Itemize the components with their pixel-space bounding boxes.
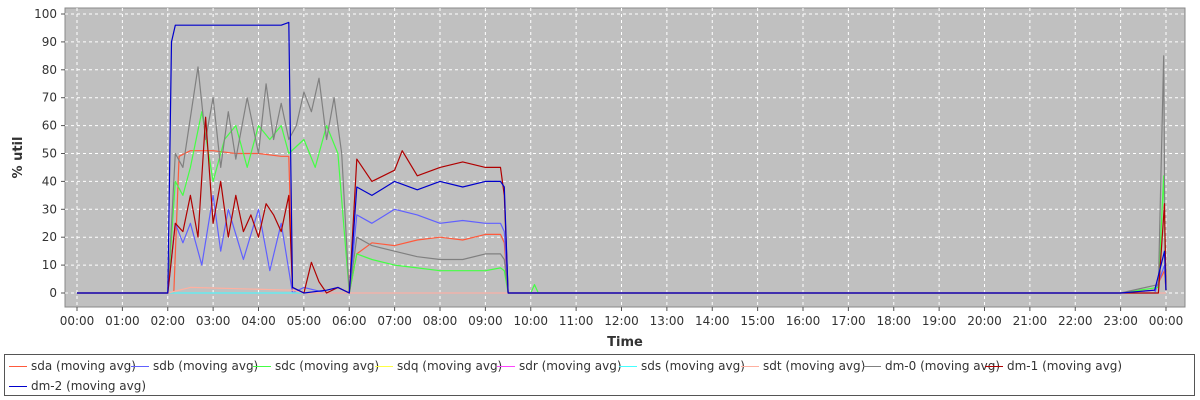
- y-tick-label: 30: [42, 202, 57, 216]
- series-lines: [77, 21, 1167, 294]
- legend-swatch: [9, 385, 27, 387]
- y-tick-label: 10: [42, 258, 57, 272]
- x-tick-label: 09:00: [468, 314, 503, 328]
- legend-label: sdt (moving avg): [763, 359, 866, 373]
- legend-swatch: [9, 365, 27, 367]
- legend-label: sds (moving avg): [641, 359, 745, 373]
- legend-item: sdq (moving avg): [375, 357, 502, 375]
- legend-item: sdb (moving avg): [131, 357, 258, 375]
- x-tick-label: 22:00: [1058, 314, 1093, 328]
- x-tick-label: 16:00: [786, 314, 821, 328]
- legend-swatch: [253, 365, 271, 367]
- legend-label: sda (moving avg): [31, 359, 136, 373]
- legend-label: dm-2 (moving avg): [31, 379, 147, 393]
- x-tick-label: 01:00: [105, 314, 140, 328]
- x-tick-label: 13:00: [650, 314, 685, 328]
- grid-lines: [65, 8, 1185, 307]
- x-tick-label: 03:00: [196, 314, 231, 328]
- legend-swatch: [375, 365, 393, 367]
- legend: sda (moving avg) sdb (moving avg) sdc (mov…: [4, 354, 1195, 396]
- x-tick-label: 17:00: [831, 314, 866, 328]
- legend-item: sds (moving avg): [619, 357, 745, 375]
- x-tick-label: 11:00: [559, 314, 594, 328]
- legend-item: sda (moving avg): [9, 357, 136, 375]
- legend-swatch: [863, 365, 881, 367]
- y-tick-label: 50: [42, 147, 57, 161]
- plot-background: [64, 7, 1186, 308]
- series-line-9: [77, 21, 1167, 294]
- legend-swatch: [131, 365, 149, 367]
- line-chart: 0 10 20 30 40 50 60 70 80 90 100 00:00 01:00 02:00 03:…: [11, 7, 1186, 350]
- legend-label: dm-1 (moving avg): [1007, 359, 1123, 373]
- legend-swatch: [497, 365, 515, 367]
- legend-item: sdc (moving avg): [253, 357, 379, 375]
- legend-label: sdq (moving avg): [397, 359, 503, 373]
- legend-label: sdc (moving avg): [275, 359, 380, 373]
- x-axis-label: Time: [607, 335, 643, 350]
- legend-label: sdb (moving avg): [153, 359, 259, 373]
- x-tick-label: 06:00: [332, 314, 367, 328]
- x-tick-label: 20:00: [967, 314, 1002, 328]
- x-tick-label: 15:00: [740, 314, 775, 328]
- y-tick-label: 20: [42, 230, 57, 244]
- legend-label: sdr (moving avg): [519, 359, 622, 373]
- y-tick-label: 100: [34, 7, 57, 21]
- x-tick-label: 12:00: [604, 314, 639, 328]
- x-tick-label: 02:00: [150, 314, 185, 328]
- x-tick-label: 00:00: [1149, 314, 1184, 328]
- legend-label: dm-0 (moving avg): [885, 359, 1001, 373]
- y-tick-label: 40: [42, 174, 57, 188]
- x-tick-label: 23:00: [1103, 314, 1138, 328]
- x-tick-label: 08:00: [423, 314, 458, 328]
- legend-item: dm-1 (moving avg): [985, 357, 1122, 375]
- x-tick-label: 18:00: [876, 314, 911, 328]
- x-tick-label: 21:00: [1013, 314, 1048, 328]
- y-tick-label: 60: [42, 119, 57, 133]
- x-tick-label: 19:00: [922, 314, 957, 328]
- y-tick-label: 80: [42, 63, 57, 77]
- x-tick-label: 04:00: [241, 314, 276, 328]
- chart-area: 0 10 20 30 40 50 60 70 80 90 100 00:00 01:00 02:00 03:…: [11, 7, 1186, 350]
- legend-swatch: [619, 365, 637, 367]
- y-tick-label: 90: [42, 35, 57, 49]
- legend-swatch: [741, 365, 759, 367]
- y-tick-label: 70: [42, 91, 57, 105]
- x-tick-label: 07:00: [377, 314, 412, 328]
- legend-item: sdt (moving avg): [741, 357, 865, 375]
- x-tick-label: 00:00: [60, 314, 95, 328]
- x-tick-label: 14:00: [695, 314, 730, 328]
- x-tick-label: 05:00: [287, 314, 322, 328]
- legend-swatch: [985, 365, 1003, 367]
- legend-item: dm-2 (moving avg): [9, 377, 146, 395]
- y-axis-label: % util: [11, 137, 26, 179]
- legend-item: dm-0 (moving avg): [863, 357, 1000, 375]
- x-tick-label: 10:00: [513, 314, 548, 328]
- legend-item: sdr (moving avg): [497, 357, 622, 375]
- y-tick-label: 0: [49, 286, 57, 300]
- axes: 0 10 20 30 40 50 60 70 80 90 100 00:00 01:00 02:00 03:…: [34, 7, 1183, 328]
